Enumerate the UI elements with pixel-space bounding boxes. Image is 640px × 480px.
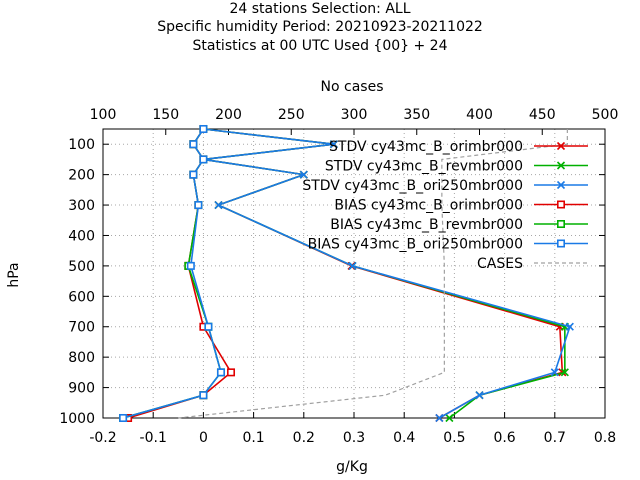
y-tick-label: 100 [68, 137, 95, 153]
chart-title-line-3: Statistics at 00 UTC Used {00} + 24 [192, 38, 447, 54]
data-point [199, 125, 208, 134]
series-5 [119, 125, 225, 422]
top-axis-label: No cases [321, 79, 384, 95]
series-line [122, 128, 222, 419]
x-tick-label: 0.2 [293, 430, 315, 446]
series-line [122, 128, 222, 419]
x-tick-label: -0.1 [140, 430, 167, 446]
y-tick-label: 200 [68, 168, 95, 184]
data-point [204, 322, 213, 331]
y-tick-label: 600 [68, 289, 95, 305]
y-tick-label: 800 [68, 350, 95, 366]
legend-marker [556, 220, 565, 229]
legend-label: CASES [477, 256, 523, 272]
x2-tick-label: 200 [215, 107, 242, 123]
legend-marker [556, 239, 565, 248]
legend-label: BIAS cy43mc_B_orimbr000 [334, 198, 523, 214]
series-line [127, 128, 233, 419]
data-point [299, 170, 308, 179]
series-6 [119, 125, 225, 422]
x-tick-label: 0.3 [343, 430, 365, 446]
x2-tick-label: 150 [152, 107, 179, 123]
legend-marker [556, 161, 566, 170]
series-line [178, 129, 568, 419]
data-point [227, 368, 236, 377]
data-point [560, 368, 569, 377]
legend-marker [556, 200, 565, 209]
legend-entry: STDV cy43mc_B_revmbr000 [325, 159, 588, 175]
y-axis-label: hPa [6, 262, 22, 287]
legend-label: STDV cy43mc_B_orimbr000 [329, 139, 523, 155]
x-tick-label: 0.6 [493, 430, 515, 446]
legend-entry: CASES [477, 256, 588, 272]
data-point [435, 413, 444, 423]
legend-entry: STDV cy43mc_B_ori250mbr000 [302, 178, 588, 194]
legend-label: STDV cy43mc_B_revmbr000 [325, 159, 523, 175]
chart-title-line-1: 24 stations Selection: ALL [229, 1, 410, 17]
y-tick-label: 1000 [59, 411, 95, 427]
grid [103, 129, 605, 418]
legend-entry: BIAS cy43mc_B_ori250mbr000 [308, 237, 588, 253]
data-point [475, 391, 484, 400]
x2-tick-label: 400 [466, 107, 493, 123]
legend-marker [556, 141, 566, 151]
data-point [199, 155, 208, 164]
y-tick-label: 700 [68, 320, 95, 336]
x-tick-label: 0.1 [242, 430, 264, 446]
y-tick-label: 300 [68, 198, 95, 214]
plot-frame [102, 128, 606, 419]
legend-label: BIAS cy43mc_B_ori250mbr000 [308, 237, 523, 253]
legend-marker [556, 180, 566, 190]
legend-entry: BIAS cy43mc_B_revmbr000 [330, 217, 588, 233]
x2-tick-label: 500 [592, 107, 619, 123]
legend-label: STDV cy43mc_B_ori250mbr000 [302, 178, 523, 194]
x-tick-label: 0 [199, 430, 208, 446]
data-point [214, 200, 223, 210]
x-tick-label: 0.5 [443, 430, 465, 446]
x-axis-label: g/Kg [336, 459, 368, 475]
chart-title-line-2: Specific humidity Period: 20210923-20211… [157, 19, 483, 35]
data-point [329, 140, 338, 149]
x-tick-label: 0.8 [594, 430, 616, 446]
series-7 [178, 129, 568, 419]
data-point [186, 261, 195, 270]
x2-tick-label: 250 [278, 107, 305, 123]
data-point [199, 391, 208, 400]
y-tick-label: 500 [68, 259, 95, 275]
series-layer [119, 124, 574, 423]
data-point [189, 140, 198, 149]
x-tick-label: -0.2 [89, 430, 116, 446]
data-point [119, 413, 128, 422]
series-line [203, 128, 571, 419]
x2-tick-label: 350 [403, 107, 430, 123]
data-point [550, 368, 559, 377]
x2-tick-label: 100 [90, 107, 117, 123]
data-point [445, 413, 454, 423]
y-tick-label: 900 [68, 381, 95, 397]
data-point [189, 170, 198, 179]
x2-tick-label: 450 [529, 107, 556, 123]
x2-tick-label: 300 [341, 107, 368, 123]
legend-entry: BIAS cy43mc_B_orimbr000 [334, 198, 588, 214]
legend-label: BIAS cy43mc_B_revmbr000 [330, 217, 523, 233]
data-point [216, 368, 225, 377]
data-point [565, 322, 574, 331]
data-point [194, 201, 203, 210]
x-tick-label: 0.4 [393, 430, 415, 446]
data-point [348, 261, 357, 270]
axis-ticks: -0.2 -0.1 0 0.1 0.2 0.3 0.4 0.5 0.6 0.7 0.8 100 150 2… [59, 107, 618, 446]
legend: STDV cy43mc_B_orimbr000 STDV cy43mc_B_rev… [302, 139, 588, 272]
y-tick-label: 400 [68, 228, 95, 244]
legend-entry: STDV cy43mc_B_orimbr000 [329, 139, 588, 155]
x-tick-label: 0.7 [544, 430, 566, 446]
